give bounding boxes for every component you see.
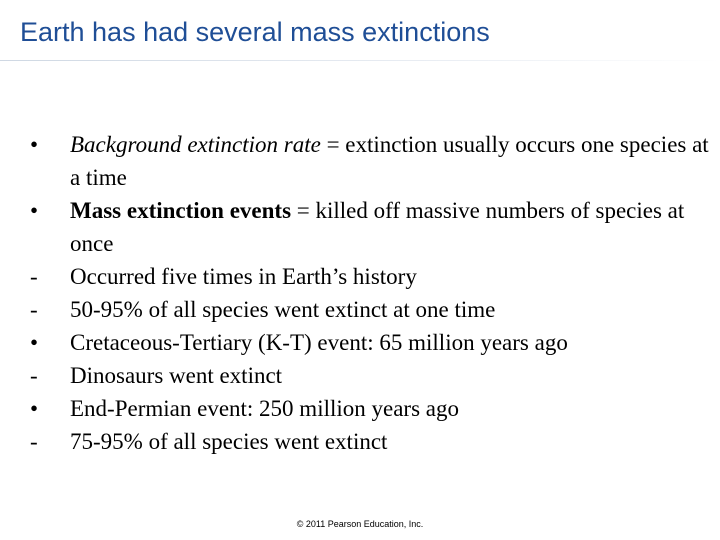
bullet-item: • End-Permian event: 250 million years a…	[30, 392, 710, 425]
bullet-list: • Background extinction rate = extinctio…	[30, 128, 710, 458]
bullet-item: - Dinosaurs went extinct	[30, 359, 710, 392]
bullet-text: 50-95% of all species went extinct at on…	[70, 297, 496, 322]
dash-marker: -	[30, 297, 38, 322]
bullet-marker: •	[30, 330, 39, 355]
bullet-text: = killed off massive numbers of species …	[70, 198, 685, 256]
slide-title: Earth has had several mass extinctions	[20, 17, 490, 47]
bullet-item: - Occurred five times in Earth’s history	[30, 260, 710, 293]
bullet-text: Cretaceous-Tertiary (K-T) event: 65 mill…	[70, 330, 568, 355]
bullet-text: Occurred five times in Earth’s history	[70, 264, 417, 289]
bullet-item: • Cretaceous-Tertiary (K-T) event: 65 mi…	[30, 326, 710, 359]
bullet-item: - 50-95% of all species went extinct at …	[30, 293, 710, 326]
bullet-text: = extinction usually occurs one species …	[70, 132, 709, 190]
bullet-marker: •	[30, 396, 39, 421]
dash-marker: -	[30, 264, 38, 289]
bullet-marker: •	[30, 198, 39, 223]
dash-marker: -	[30, 429, 38, 454]
copyright-footer: © 2011 Pearson Education, Inc.	[296, 519, 424, 529]
title-divider	[0, 60, 720, 61]
bullet-text: End-Permian event: 250 million years ago	[70, 396, 459, 421]
bullet-marker: •	[30, 132, 39, 157]
bullet-term: Background extinction rate	[70, 132, 321, 157]
bullet-item: - 75-95% of all species went extinct	[30, 425, 710, 458]
bullet-item: • Mass extinction events = killed off ma…	[30, 194, 710, 260]
dash-marker: -	[30, 363, 38, 388]
bullet-text: Dinosaurs went extinct	[70, 363, 283, 388]
bullet-term: Mass extinction events	[70, 198, 292, 223]
bullet-item: • Background extinction rate = extinctio…	[30, 128, 710, 194]
bullet-text: 75-95% of all species went extinct	[70, 429, 388, 454]
